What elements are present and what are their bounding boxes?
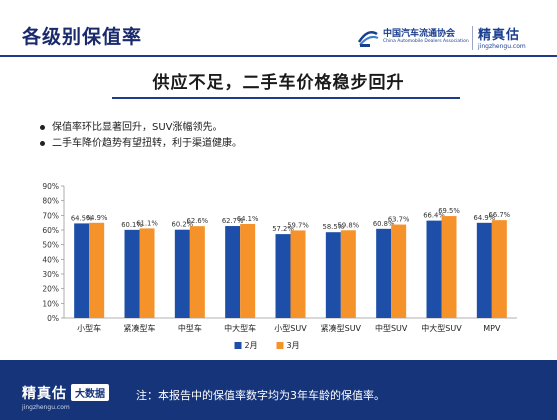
y-tick-label: 90% (42, 182, 59, 191)
cada-logo-english: China Automobile Dealers Association (383, 39, 469, 44)
bar (491, 220, 507, 318)
cada-logo: 中国汽车流通协会 China Automobile Dealers Associ… (357, 24, 469, 54)
bullet-list: 保值率环比显著回升，SUV涨幅领先。 二手车降价趋势有望扭转，利于渠道健康。 (40, 120, 242, 152)
y-tick-label: 0% (47, 314, 59, 323)
legend-label: 2月 (245, 341, 258, 350)
bullet-item: 保值率环比显著回升，SUV涨幅领先。 (40, 120, 242, 136)
data-label: 64.9% (474, 214, 496, 222)
data-label: 63.7% (388, 216, 410, 224)
x-tick-label: 中大型车 (224, 323, 256, 333)
footer-brand-url: jingzhengu.com (22, 403, 70, 411)
y-tick-label: 70% (42, 211, 59, 220)
x-tick-label: 小型车 (77, 323, 101, 333)
bar (340, 230, 356, 318)
data-label: 64.1% (237, 215, 259, 223)
y-tick-label: 20% (42, 285, 59, 294)
x-tick-label: 中型SUV (375, 323, 408, 333)
data-label: 60.8% (373, 220, 395, 228)
cada-logo-name: 中国汽车流通协会 (383, 29, 456, 39)
x-tick-label: 紧凑型SUV (321, 323, 362, 333)
bar (376, 228, 392, 318)
data-label: 66.7% (489, 211, 511, 219)
jingzhengu-logo-url: jingzhengu.com (478, 43, 526, 50)
bar (74, 223, 90, 318)
bar (476, 222, 492, 318)
bar (124, 229, 140, 318)
x-tick-label: 中大型SUV (421, 323, 462, 333)
bar (426, 220, 442, 318)
bar (189, 226, 205, 318)
logo-separator (472, 26, 473, 50)
title-divider (0, 55, 557, 57)
bar (391, 224, 407, 318)
bar (240, 223, 256, 318)
footer-badge: 大数据 (71, 384, 109, 401)
y-tick-label: 40% (42, 255, 59, 264)
legend-swatch (276, 342, 284, 349)
footer-bar: 精真估 大数据 jingzhengu.com 注：本报告中的保值率数字均为3年车龄… (0, 360, 557, 420)
chart-container: 0% 10% 20% 30% 40% 50% 60% 70% 80% 90% 64.5% 64.9% 小… (34, 178, 523, 362)
y-tick-label: 60% (42, 226, 59, 235)
jingzhengu-logo-name: 精真估 (478, 28, 521, 43)
footer-brand-name: 精真估 (22, 385, 67, 402)
bar (290, 230, 306, 318)
bar (174, 229, 190, 318)
y-tick-label: 10% (42, 299, 59, 308)
x-tick-label: 紧凑型车 (124, 323, 156, 333)
data-label: 69.5% (438, 207, 460, 215)
data-label: 59.8% (338, 221, 360, 229)
x-tick-label: MPV (483, 324, 501, 333)
x-tick-label: 小型SUV (274, 324, 307, 333)
bar (89, 222, 105, 318)
data-label: 64.9% (86, 214, 108, 222)
data-label: 66.4% (423, 212, 445, 220)
bar (225, 226, 241, 318)
y-tick-label: 50% (42, 241, 59, 250)
data-label: 62.7% (222, 217, 244, 225)
data-label: 62.6% (187, 217, 209, 225)
legend-swatch (234, 342, 242, 349)
bar (275, 234, 291, 318)
page-title: 各级别保值率 (22, 26, 143, 48)
y-tick-label: 80% (42, 197, 59, 206)
headline-container: 供应不足，二手车价格稳步回升 (0, 68, 557, 93)
data-label: 59.7% (287, 221, 309, 229)
jingzhengu-logo: 精真估 jingzhengu.com (478, 24, 526, 50)
bar (139, 228, 155, 318)
data-label: 57.2% (272, 225, 294, 233)
legend-label: 3月 (287, 341, 300, 350)
data-label: 60.1% (121, 221, 143, 229)
bar (441, 216, 457, 318)
bar-chart: 0%10%20%30%40%50%60%70%80%90%64.5%64.9%小… (42, 182, 517, 350)
data-label: 64.5% (71, 214, 93, 222)
bar (325, 232, 341, 318)
footer-note: 注：本报告中的保值率数字均为3年车龄的保值率。 (136, 389, 385, 402)
footer-logo: 精真估 大数据 jingzhengu.com (22, 382, 109, 411)
headline-underline (112, 97, 460, 99)
headline: 供应不足，二手车价格稳步回升 (152, 73, 405, 93)
cada-emblem-icon (357, 31, 379, 47)
data-label: 61.1% (136, 219, 158, 227)
bullet-item: 二手车降价趋势有望扭转，利于渠道健康。 (40, 136, 242, 152)
data-label: 58.5% (323, 223, 345, 231)
x-tick-label: 中型车 (178, 323, 202, 333)
data-label: 60.2% (172, 221, 194, 229)
y-tick-label: 30% (42, 270, 59, 279)
